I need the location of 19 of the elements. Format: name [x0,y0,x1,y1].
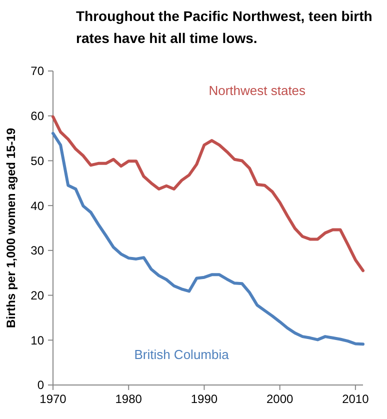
y-axis-title: Births per 1,000 women aged 15-19 [4,128,18,328]
x-tick-label: 2000 [266,392,294,406]
line-series [52,132,364,346]
text: British Columbia [134,347,230,362]
x-tick-label: 1990 [190,392,218,406]
x-tick-label: 1970 [40,392,67,406]
y-tick-label: 70 [30,64,44,78]
y-tick-label: 0 [37,378,44,392]
y-tick-label: 30 [30,244,44,258]
y-tick-label: 50 [30,154,44,168]
x-tick-label: 1980 [115,392,142,406]
line-series [52,115,364,272]
chart-title: Throughout the Pacific Northwest, teen birth rates have hit all time lows. [76,8,372,46]
y-tick-label: 10 [30,333,44,348]
x-tick-label: 2010 [342,392,370,406]
y-tick-label: 20 [30,288,44,302]
y-tick-label: 60 [30,109,44,124]
text: Northwest states [208,82,306,98]
y-tick-label: 40 [30,198,44,213]
